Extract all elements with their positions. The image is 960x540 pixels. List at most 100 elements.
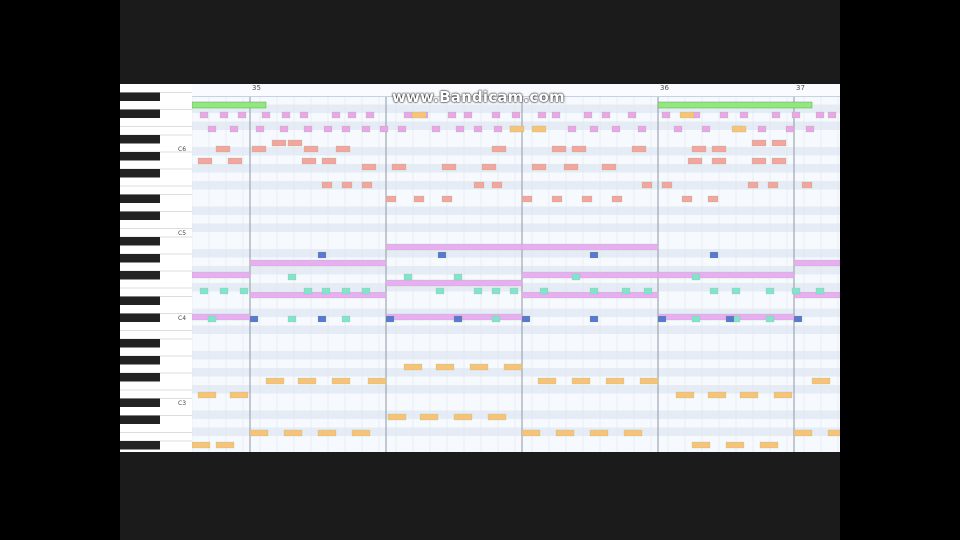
note-arpeggio (441, 195, 453, 203)
note-bass (709, 251, 719, 259)
black-key (120, 194, 160, 203)
note-chord (765, 315, 775, 323)
note-bass-line (811, 377, 831, 385)
grid-row (192, 300, 840, 309)
note-melody (473, 125, 483, 133)
piano-keys[interactable] (120, 84, 192, 452)
note-bass-line (725, 441, 745, 449)
note-melody (463, 111, 473, 119)
grid-row (192, 376, 840, 385)
note-arpeggio (491, 145, 507, 153)
note-arpeggio (361, 181, 373, 189)
grid-row (192, 317, 840, 326)
grid-row (192, 164, 840, 173)
note-pad (385, 243, 523, 251)
note-bass (453, 315, 463, 323)
grid-row (192, 155, 840, 164)
note-arpeggio (681, 195, 693, 203)
note-chord (341, 287, 351, 295)
note-arpeggio (271, 139, 287, 147)
note-arpeggio (441, 163, 457, 171)
note-arpeggio (321, 181, 333, 189)
grid-row (192, 359, 840, 368)
note-chord (539, 287, 549, 295)
loop-marker (192, 101, 267, 109)
letterbox-top (120, 0, 840, 84)
piano-keyboard[interactable]: C6 C5 C4 C3 (120, 84, 193, 452)
note-melody (199, 111, 209, 119)
note-chord (621, 287, 631, 295)
grid-row (192, 351, 840, 360)
note-melody (661, 111, 671, 119)
note-melody (491, 111, 501, 119)
note-melody (341, 125, 351, 133)
note-bass-line (605, 377, 625, 385)
black-key (120, 373, 160, 382)
note-pad (521, 243, 659, 251)
note-melody (551, 111, 561, 119)
note-pad (192, 313, 251, 321)
note-chord (287, 273, 297, 281)
black-key (120, 109, 160, 118)
black-key (120, 339, 160, 348)
note-melody (397, 125, 407, 133)
note-bass-line (739, 391, 759, 399)
grid-row (192, 96, 840, 105)
note-melody (229, 125, 239, 133)
note-arpeggio (361, 163, 377, 171)
note-bass-line (639, 377, 659, 385)
note-melody (815, 111, 825, 119)
note-arpeggio (227, 157, 243, 165)
measure-ruler[interactable]: 35 36 37 (192, 84, 840, 97)
note-arpeggio (707, 195, 719, 203)
note-chord (321, 287, 331, 295)
note-chord (435, 287, 445, 295)
note-arpeggio (571, 145, 587, 153)
grid-row (192, 181, 840, 190)
black-key (120, 398, 160, 407)
note-arpeggio (385, 195, 397, 203)
note-grid[interactable]: 35 36 37 (192, 84, 840, 452)
grid-row (192, 266, 840, 275)
note-melody (739, 111, 749, 119)
note-chord (453, 273, 463, 281)
grid-row (192, 385, 840, 394)
note-bass-line (623, 429, 643, 437)
note-bass-line (215, 441, 235, 449)
note-canvas[interactable] (192, 84, 840, 452)
note-chord (691, 315, 701, 323)
note-arpeggio (771, 157, 787, 165)
note-melody (567, 125, 577, 133)
note-bass-line (419, 413, 439, 421)
note-bass-line (435, 363, 455, 371)
note-pad (192, 271, 251, 279)
grid-row (192, 198, 840, 207)
note-chord (589, 287, 599, 295)
black-key (120, 92, 160, 101)
note-chord (791, 287, 801, 295)
note-bass-line (367, 377, 387, 385)
note-bass-line (537, 377, 557, 385)
note-pad (657, 271, 795, 279)
note-bass-line (707, 391, 727, 399)
grid-row (192, 189, 840, 198)
note-bass-line (487, 413, 507, 421)
note-arpeggio (301, 157, 317, 165)
grid-row (192, 427, 840, 436)
note-arpeggio (413, 195, 425, 203)
note-chord (491, 315, 501, 323)
note-pad (793, 259, 840, 267)
note-chord (643, 287, 653, 295)
grid-row (192, 172, 840, 181)
grid-row (192, 223, 840, 232)
grid-row (192, 274, 840, 283)
note-arpeggio (563, 163, 579, 171)
note-bass-line (469, 363, 489, 371)
note-bass (385, 315, 395, 323)
note-bass-line (759, 441, 779, 449)
measure-number: 37 (796, 84, 805, 92)
note-chord (341, 315, 351, 323)
note-bass (437, 251, 447, 259)
note-pad (249, 259, 387, 267)
octave-label-c6: C6 (178, 146, 187, 153)
